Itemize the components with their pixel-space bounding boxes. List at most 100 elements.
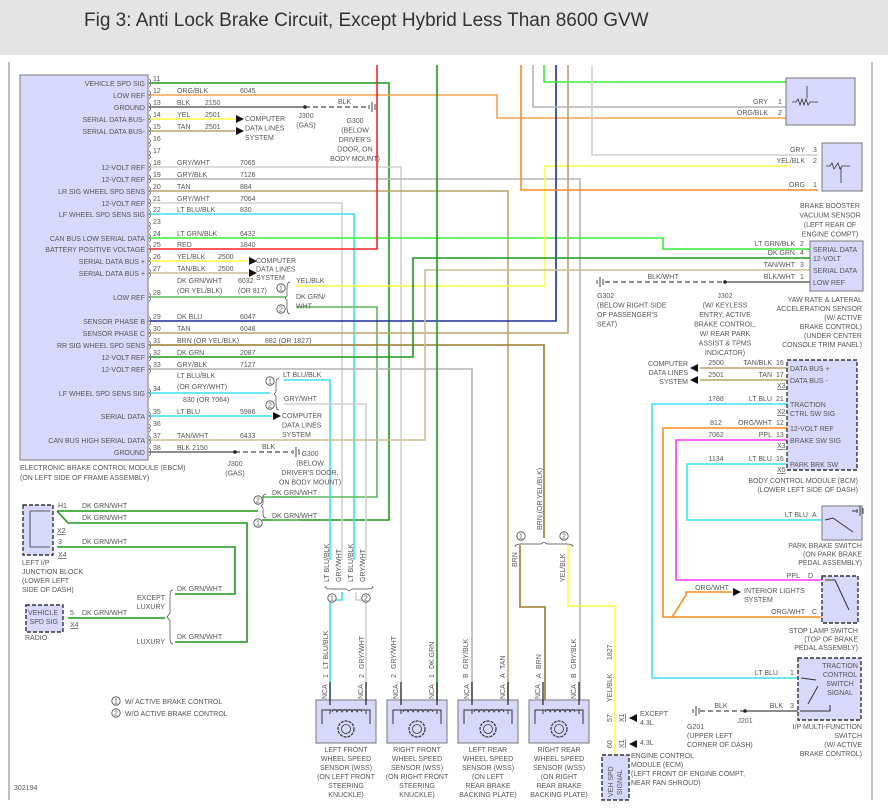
label: PARK BRK SW [790, 462, 838, 469]
label: LT BLU/BLK [323, 630, 330, 669]
ebcm-pin-number: 19 [153, 172, 161, 179]
label: GRY [753, 99, 768, 106]
circuit-number: 5986 [240, 409, 256, 416]
connector-icon [148, 90, 151, 100]
label: GRY/BLK [463, 638, 470, 669]
label: BRN [512, 552, 519, 567]
ebcm-pin-number: 26 [153, 254, 161, 261]
ebcm-pin-number: 29 [153, 314, 161, 321]
label: SYSTEM [245, 135, 274, 142]
label: 4.3L [640, 720, 654, 727]
label: SIGNAL [617, 769, 624, 795]
label: (LEFT FRONT OF ENGINE COMPT, [631, 771, 745, 778]
label: A [812, 512, 817, 519]
label: SYSTEM [282, 432, 311, 439]
ebcm-pin-number: 38 [153, 445, 161, 452]
ebcm-pin-number: 33 [153, 362, 161, 369]
label: ORG/BLK [737, 110, 768, 117]
label: ASSIST & TPMS [699, 341, 752, 348]
wire-color: (OR GRY/WHT) [177, 384, 227, 391]
arrow-icon [629, 714, 637, 722]
connector-icon [148, 268, 151, 278]
option-marker-number: 2 [364, 596, 368, 603]
connector-icon [148, 221, 151, 231]
circuit-number: 7127 [240, 362, 256, 369]
label: SYSTEM [659, 379, 688, 386]
label: LT BLU [749, 396, 772, 403]
label: 13 [776, 432, 784, 439]
label: LUXURY [137, 604, 166, 611]
label: ON BODY MOUNT) [279, 480, 341, 487]
label: GRY/BLK [571, 638, 578, 669]
label: WHEEL SPEED [534, 756, 584, 763]
tone-wheel-icon [554, 724, 564, 734]
ebcm-pin-label: LR SIG WHEEL SPD SENS [58, 189, 145, 196]
label: ENGINE COMPT) [802, 232, 858, 239]
figure-title: Fig 3: Anti Lock Brake Circuit, Except H… [84, 10, 649, 31]
label: SENSOR (WSS) [462, 765, 514, 772]
label: DATA LINES [245, 126, 285, 133]
switch-icon [800, 677, 831, 712]
label: ENGINE CONTROL [631, 753, 694, 760]
label: 12 [776, 420, 784, 427]
title-bar: Fig 3: Anti Lock Brake Circuit, Except H… [0, 0, 888, 55]
wire [150, 368, 473, 705]
wire [296, 165, 790, 287]
label: 3 [813, 147, 817, 154]
label: NEAR FAN SHROUD) [631, 780, 701, 787]
label: SIDE OF DASH) [22, 587, 74, 594]
top-sensor [785, 77, 856, 126]
wire [532, 65, 790, 108]
ebcm-pin-number: 30 [153, 326, 161, 333]
splice-dot [233, 450, 237, 454]
ebcm-pin-label: 12-VOLT REF [101, 201, 145, 208]
wire-color: TAN/WHT [177, 433, 209, 440]
label: BODY CONTROL MODULE (BCM) [748, 478, 858, 485]
label: BACKING PLATE) [530, 792, 587, 799]
label: 57 [607, 714, 614, 722]
splice-brace [166, 589, 174, 645]
arrow-icon [273, 412, 281, 420]
label: 2 [800, 241, 804, 248]
nca-label: NCA [500, 684, 507, 699]
wire [150, 94, 790, 119]
label: (GAS) [296, 123, 315, 130]
label: TAN [500, 656, 507, 669]
option-marker-number: 1 [279, 286, 283, 293]
label: (BELOW [296, 461, 324, 468]
option-marker [276, 283, 286, 293]
figure-number: 302194 [14, 785, 37, 792]
wire [150, 257, 810, 358]
wire [150, 344, 545, 538]
ebcm-pin-label: LF WHEEL SPD SENS SIG [59, 212, 145, 219]
label: LT BLU/BLK [324, 543, 331, 582]
label: 3 [58, 539, 62, 546]
ebcm-pin-number: 18 [153, 160, 161, 167]
nca-label: NCA [464, 684, 471, 699]
label: BACKING PLATE) [459, 792, 516, 799]
connector-icon [148, 423, 151, 433]
label: BRAKE BOOSTER [800, 203, 860, 210]
ebcm-pin-label: SENSOR PHASE B [83, 319, 145, 326]
ebcm-pin-number: 17 [153, 148, 161, 155]
label: EXCEPT [640, 711, 669, 718]
label: DK GRN/WHT [177, 634, 223, 641]
label: SPD SIG [30, 619, 58, 626]
wire [150, 190, 509, 705]
ebcm-pin-number: 23 [153, 219, 161, 226]
wire-color: BLK 2150 [177, 445, 208, 452]
label: (W/ ACTIVE [824, 742, 862, 749]
connector-icon [148, 198, 151, 208]
label: SENSOR (WSS) [320, 765, 372, 772]
wire [651, 403, 800, 679]
label: 2500 [708, 360, 724, 367]
option-marker-number: 1 [114, 699, 118, 706]
potentiometer-icon [826, 162, 850, 183]
label: BRN (OR YEL/BLK) [537, 468, 544, 530]
label: CONTROL [823, 672, 857, 679]
ebcm-pin-number: 34 [153, 386, 161, 393]
label: X2 [57, 528, 66, 535]
ebcm-pin-number: 12 [153, 88, 161, 95]
body-control-module [786, 359, 858, 471]
label: RIGHT REAR [537, 747, 580, 754]
